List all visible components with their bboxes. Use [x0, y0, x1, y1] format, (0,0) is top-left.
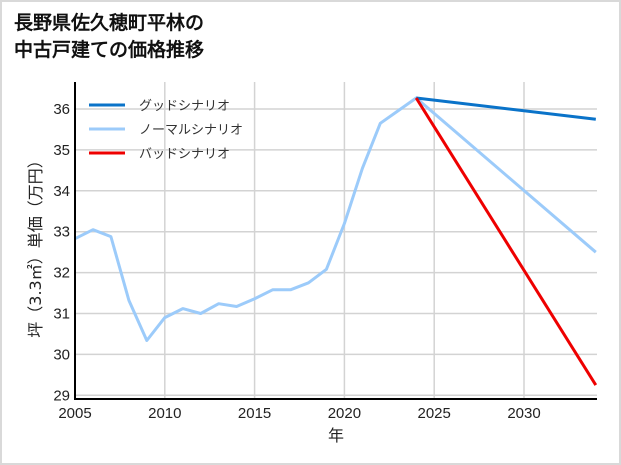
y-tick-label: 33 [53, 224, 70, 241]
series-line-1 [74, 96, 597, 342]
axes [74, 82, 597, 400]
chart-title-line-2: 中古戸建ての価格推移 [14, 39, 205, 61]
y-tick-labels: 29 30 31 32 33 34 35 36 [53, 101, 70, 404]
x-tick-label: 2010 [148, 405, 181, 422]
y-tick-label: 34 [53, 183, 70, 200]
x-tick-label: 2015 [238, 405, 271, 422]
legend-label: グッドシナリオ [139, 99, 230, 114]
y-tick-label: 32 [53, 265, 70, 282]
legend-label: ノーマルシナリオ [139, 123, 243, 138]
y-axis-label: 坪（3.3㎡）単価（万円） [26, 152, 45, 337]
y-tick-label: 31 [53, 306, 70, 323]
y-tick-label: 29 [53, 387, 70, 404]
legend-label: バッドシナリオ [139, 147, 230, 162]
series-line-2 [414, 97, 598, 386]
y-tick-label: 35 [53, 142, 70, 159]
y-tick-label: 30 [53, 346, 70, 363]
x-tick-labels: 2005 2010 2015 2020 2025 2030 [58, 405, 540, 422]
x-tick-label: 2005 [58, 405, 91, 422]
grid-lines [74, 82, 597, 399]
series-lines [74, 96, 598, 386]
y-tick-label: 36 [53, 101, 70, 118]
x-tick-label: 2025 [418, 405, 451, 422]
chart-title-line-1: 長野県佐久穂町平林の [14, 12, 205, 34]
chart-title: 長野県佐久穂町平林の 中古戸建ての価格推移 [14, 10, 204, 64]
x-tick-label: 2020 [328, 405, 361, 422]
x-axis-label: 年 [328, 426, 344, 445]
series-line-0 [416, 96, 596, 121]
x-tick-label: 2030 [507, 405, 540, 422]
